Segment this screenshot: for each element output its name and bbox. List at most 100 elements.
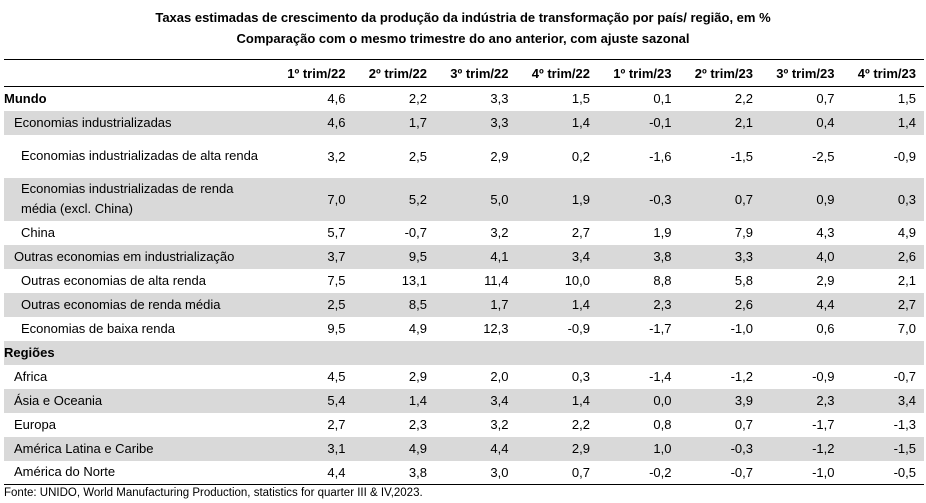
column-header: 4º trim/23 xyxy=(842,59,924,87)
value-cell: 0,7 xyxy=(679,177,761,221)
value-cell: 3,9 xyxy=(679,388,761,413)
value-cell: 2,3 xyxy=(598,292,680,317)
value-cell: -1,2 xyxy=(761,436,843,461)
value-cell: 4,6 xyxy=(327,91,346,107)
value-cell: -0,9 xyxy=(812,369,835,384)
row-label: América Latina e Caribe xyxy=(4,436,272,461)
value-cell: -1,2 xyxy=(730,369,753,384)
value-cell: 4,3 xyxy=(816,225,835,240)
value-cell: 3,4 xyxy=(842,388,924,413)
column-header: 1º trim/22 xyxy=(272,59,354,87)
value-cell: -1,7 xyxy=(812,417,835,432)
value-cell: 3,1 xyxy=(272,436,354,461)
value-cell: 0,4 xyxy=(761,110,843,135)
value-cell: 7,0 xyxy=(272,177,354,221)
value-cell: 2,7 xyxy=(571,225,590,240)
header-row: 1º trim/22 2º trim/22 3º trim/22 4º trim… xyxy=(4,59,924,87)
row-america-latina: América Latina e Caribe 3,1 4,9 4,4 2,9 1,0 -0… xyxy=(4,436,924,461)
value-cell xyxy=(842,340,924,365)
value-cell: 4,4 xyxy=(435,436,517,461)
row-mundo: Mundo 4,6 2,2 3,3 1,5 0,1 2,2 0,7 1,5 xyxy=(4,87,924,111)
value-cell: 4,6 xyxy=(272,110,354,135)
value-cell: 3,2 xyxy=(327,148,346,164)
row-outras-alta-renda: Outras economias de alta renda 7,5 13,1 11,… xyxy=(4,269,924,293)
value-cell: 1,9 xyxy=(516,177,598,221)
row-label: Economias industrializadas de renda médi… xyxy=(4,177,272,221)
row-label: Ásia e Oceania xyxy=(4,388,272,413)
value-cell: 4,9 xyxy=(353,436,435,461)
row-label: Economias industrializadas de alta renda xyxy=(21,148,259,163)
value-cell: 2,3 xyxy=(761,388,843,413)
row-baixa-renda: Economias de baixa renda 9,5 4,9 12,3 -0,9 -1… xyxy=(4,317,924,341)
value-cell: 4,1 xyxy=(435,244,517,269)
value-cell: 0,3 xyxy=(571,369,590,384)
value-cell: 2,3 xyxy=(408,417,427,432)
row-label: Economias de baixa renda xyxy=(21,320,175,336)
value-cell: 1,7 xyxy=(353,110,435,135)
value-cell: 5,4 xyxy=(272,388,354,413)
value-cell: 2,5 xyxy=(408,148,427,164)
value-cell: 2,9 xyxy=(408,369,427,384)
value-cell: -0,7 xyxy=(893,369,916,384)
value-cell: -0,3 xyxy=(679,436,761,461)
value-cell: 2,1 xyxy=(679,110,761,135)
row-industrializadas-renda-media: Economias industrializadas de renda médi… xyxy=(4,177,924,221)
value-cell: 3,3 xyxy=(679,244,761,269)
row-label: Outras economias em industrialização xyxy=(4,244,272,269)
value-cell: -0,2 xyxy=(598,460,680,485)
value-cell: 2,2 xyxy=(408,91,427,107)
value-cell: 2,6 xyxy=(842,244,924,269)
value-cell: 0,7 xyxy=(734,417,753,432)
value-cell: 2,7 xyxy=(842,292,924,317)
value-cell: 8,8 xyxy=(653,273,672,288)
value-cell: -0,1 xyxy=(598,110,680,135)
value-cell: 5,7 xyxy=(327,225,346,240)
value-cell: 8,5 xyxy=(353,292,435,317)
value-cell: 12,3 xyxy=(483,321,509,336)
value-cell: -1,0 xyxy=(761,460,843,485)
table-title: Taxas estimadas de crescimento da produç… xyxy=(155,10,771,25)
value-cell: 3,0 xyxy=(435,460,517,485)
row-label: China xyxy=(21,224,55,240)
value-cell: -1,5 xyxy=(730,148,753,164)
row-label: Mundo xyxy=(4,90,47,106)
value-cell: 1,5 xyxy=(897,91,916,107)
value-cell: 13,1 xyxy=(401,273,427,288)
value-cell: 2,0 xyxy=(490,369,509,384)
row-china: China 5,7 -0,7 3,2 2,7 1,9 7,9 4,3 4,9 xyxy=(4,221,924,245)
row-label: Outras economias de alta renda xyxy=(21,272,206,288)
value-cell: 2,7 xyxy=(327,417,346,432)
value-cell: -0,7 xyxy=(679,460,761,485)
value-cell: 3,3 xyxy=(435,110,517,135)
value-cell: -2,5 xyxy=(812,148,835,164)
column-header: 4º trim/22 xyxy=(516,59,598,87)
value-cell: 3,2 xyxy=(490,417,509,432)
value-cell: 2,5 xyxy=(272,292,354,317)
row-regioes: Regiões xyxy=(4,340,924,365)
value-cell: 2,6 xyxy=(679,292,761,317)
row-asia-oceania: Ásia e Oceania 5,4 1,4 3,4 1,4 0,0 3,9 2,3 3,4 xyxy=(4,388,924,413)
row-america-norte: América do Norte 4,4 3,8 3,0 0,7 -0,2 -0,7 -1,0… xyxy=(4,460,924,485)
value-cell: 1,4 xyxy=(516,388,598,413)
row-label: Economias industrializadas xyxy=(4,110,272,135)
value-cell: 1,9 xyxy=(653,225,672,240)
value-cell xyxy=(272,340,354,365)
value-cell: -1,6 xyxy=(649,148,672,164)
source-footnote: Fonte: UNIDO, World Manufacturing Produc… xyxy=(4,487,423,499)
row-label: Regiões xyxy=(4,340,272,365)
value-cell: 2,1 xyxy=(897,273,916,288)
value-cell xyxy=(353,340,435,365)
value-cell: 9,5 xyxy=(353,244,435,269)
table-subtitle: Comparação com o mesmo trimestre do ano … xyxy=(236,31,690,46)
value-cell: -1,7 xyxy=(649,321,672,336)
value-cell: 3,7 xyxy=(272,244,354,269)
column-header: 2º trim/22 xyxy=(353,59,435,87)
value-cell: 0,0 xyxy=(598,388,680,413)
value-cell: -1,0 xyxy=(730,321,753,336)
column-header: 2º trim/23 xyxy=(679,59,761,87)
value-cell: 0,7 xyxy=(816,91,835,107)
value-cell: 5,8 xyxy=(734,273,753,288)
value-cell: 1,4 xyxy=(842,110,924,135)
column-header: 3º trim/23 xyxy=(761,59,843,87)
value-cell: 4,9 xyxy=(408,321,427,336)
